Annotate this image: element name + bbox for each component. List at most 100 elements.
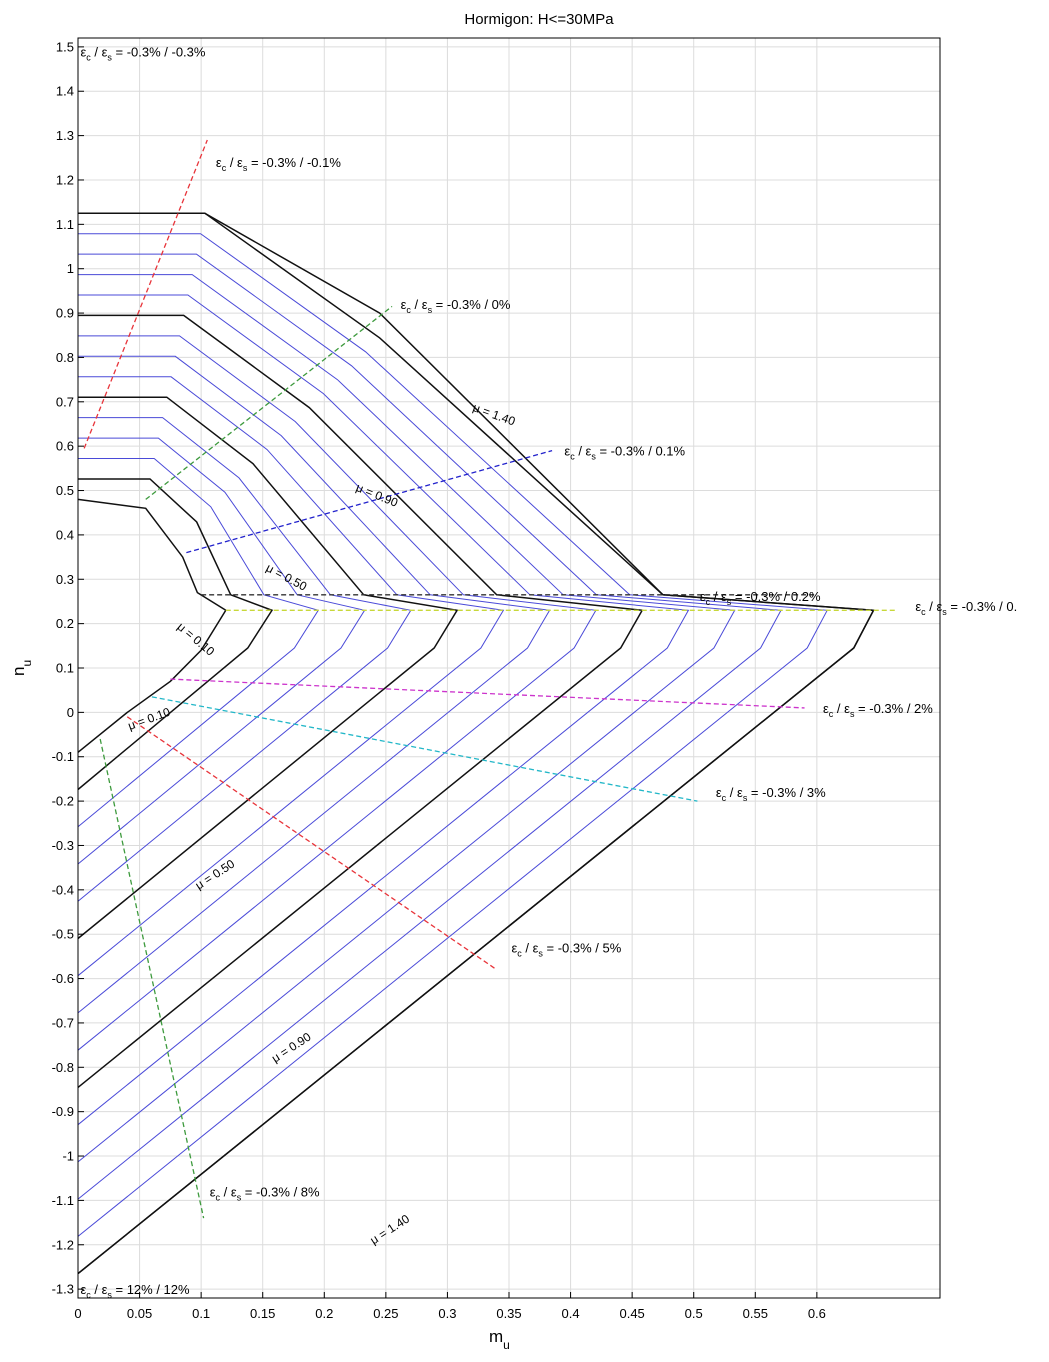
- y-tick-label: 1.1: [56, 217, 74, 232]
- annotation-subscript: s: [428, 305, 433, 315]
- annotation-subscript: c: [706, 597, 711, 607]
- interaction-curve-mu: [77, 478, 274, 791]
- y-tick-label: 0.9: [56, 306, 74, 321]
- x-axis-label: mu: [489, 1327, 510, 1352]
- annotation-text: = -0.3% / -0.3%: [112, 44, 206, 59]
- annotation-text: / ε: [226, 155, 243, 170]
- annotation-text: / ε: [522, 941, 539, 956]
- strain-line: [145, 305, 393, 500]
- annotation-text: ε: [716, 785, 722, 800]
- y-tick-label: 1.5: [56, 39, 74, 54]
- x-tick-label: 0.3: [438, 1306, 456, 1321]
- interaction-curve-mu: [77, 233, 828, 1237]
- annotation-text: ε: [216, 155, 222, 170]
- y-tick-label: -1: [62, 1149, 74, 1164]
- interaction-curve-mu-1-40: [77, 212, 875, 1275]
- y-tick-label: 1.2: [56, 172, 74, 187]
- y-tick-label: 0.1: [56, 661, 74, 676]
- y-tick-label: -1.1: [52, 1193, 74, 1208]
- annotation-text: / ε: [575, 444, 592, 459]
- annotation-text: / ε: [91, 1282, 108, 1297]
- x-tick-label: 0.05: [127, 1306, 152, 1321]
- y-tick-label: -0.8: [52, 1060, 74, 1075]
- annotation-text: = -0.3% / 3%: [747, 785, 826, 800]
- y-axis-label: nu: [9, 660, 34, 676]
- strain-lines: [83, 139, 897, 1219]
- annotation-subscript: c: [222, 163, 227, 173]
- annotation-subscript: c: [86, 52, 91, 62]
- interaction-curve-mu: [77, 335, 597, 1051]
- interaction-curve-mu: [77, 355, 551, 1014]
- strain-line: [126, 716, 498, 971]
- x-tick-label: 0.45: [619, 1306, 644, 1321]
- annotation-subscript: c: [829, 709, 834, 719]
- annotation-text: / ε: [833, 701, 850, 716]
- x-tick-label: 0.2: [315, 1306, 333, 1321]
- annotation-text: ε: [80, 1282, 86, 1297]
- strain-line: [170, 678, 805, 709]
- mu-label: μ = 0.90: [269, 1030, 314, 1066]
- axis-labels: mu nu: [9, 660, 510, 1352]
- axes: [77, 37, 941, 1299]
- x-tick-label: 0.1: [192, 1306, 210, 1321]
- x-tick-label: 0.5: [685, 1306, 703, 1321]
- ann-strain-8: εc / εs = -0.3% / 8%: [210, 1185, 320, 1203]
- y-tick-label: -0.2: [52, 794, 74, 809]
- y-tick-label: 1.3: [56, 128, 74, 143]
- y-tick-label: -0.9: [52, 1104, 74, 1119]
- mu-label: μ = 0.50: [264, 561, 310, 594]
- tick-labels: 0 0.05 0.1 0.15 0.2 0.25 0.3 0.35 0.4 0.45 0.5 0.55…: [52, 39, 826, 1321]
- mu-label: μ = 0.10: [175, 620, 218, 659]
- annotation-text: = -0.3% / 0.2%: [731, 589, 821, 604]
- x-axis-label-main: m: [489, 1327, 503, 1346]
- annotation-text: = -0.3% / 8%: [241, 1185, 320, 1200]
- y-tick-label: -1.2: [52, 1237, 74, 1252]
- chart-title: Hormigon: H<=30MPa: [464, 11, 614, 28]
- ann-strain-01: εc / εs = -0.3% / 0.1%: [564, 444, 685, 462]
- annotation-subscript: s: [743, 793, 748, 803]
- y-tick-label: -0.1: [52, 749, 74, 764]
- annotation-text: / ε: [926, 599, 943, 614]
- x-tick-label: 0.35: [496, 1306, 521, 1321]
- annotation-subscript: c: [921, 607, 926, 617]
- x-tick-label: 0.55: [743, 1306, 768, 1321]
- strain-line: [186, 449, 553, 554]
- ann-strain-02: εc / εs = -0.3% / 0.2%: [700, 589, 821, 607]
- annotation-text: = -0.3% / 0.: [947, 599, 1017, 614]
- annotation-subscript: c: [406, 305, 411, 315]
- interaction-curve-mu: [77, 314, 644, 1088]
- y-tick-label: 0: [67, 705, 74, 720]
- y-tick-label: 1: [67, 261, 74, 276]
- strain-line: [151, 696, 698, 802]
- ann-strain-0: εc / εs = -0.3% / 0%: [401, 297, 511, 315]
- annotation-subscript: c: [86, 1290, 91, 1300]
- x-tick-label: 0.6: [808, 1306, 826, 1321]
- y-tick-label: -0.5: [52, 927, 74, 942]
- annotation-text: = -0.3% / 0.1%: [596, 444, 686, 459]
- grid: [77, 38, 940, 1298]
- annotation-text: ε: [210, 1185, 216, 1200]
- strain-line: [99, 738, 205, 1219]
- annotation-text: ε: [511, 941, 517, 956]
- annotation-text: / ε: [411, 297, 428, 312]
- annotation-text: = -0.3% / -0.1%: [247, 155, 341, 170]
- ann-strain-2: εc / εs = -0.3% / 2%: [823, 701, 933, 719]
- y-tick-label: 0.5: [56, 483, 74, 498]
- y-tick-label: 1.4: [56, 84, 74, 99]
- annotation-subscript: s: [243, 163, 248, 173]
- annotation-text: = -0.3% / 0%: [432, 297, 511, 312]
- annotation-text: = 12% / 12%: [112, 1282, 190, 1297]
- y-tick-label: 0.8: [56, 350, 74, 365]
- annotation-subscript: c: [722, 793, 727, 803]
- annotation-text: = -0.3% / 5%: [543, 941, 622, 956]
- y-tick-label: -0.3: [52, 838, 74, 853]
- y-tick-label: -0.4: [52, 882, 74, 897]
- annotation-text: / ε: [220, 1185, 237, 1200]
- ann-strain-top: εc / εs = -0.3% / -0.3%: [80, 44, 205, 62]
- y-tick-label: 0.3: [56, 572, 74, 587]
- strain-line: [83, 139, 208, 449]
- y-tick-label: -0.7: [52, 1015, 74, 1030]
- annotation-text: ε: [823, 701, 829, 716]
- mu-label: μ = 0.50: [193, 856, 238, 892]
- y-tick-label: 0.6: [56, 439, 74, 454]
